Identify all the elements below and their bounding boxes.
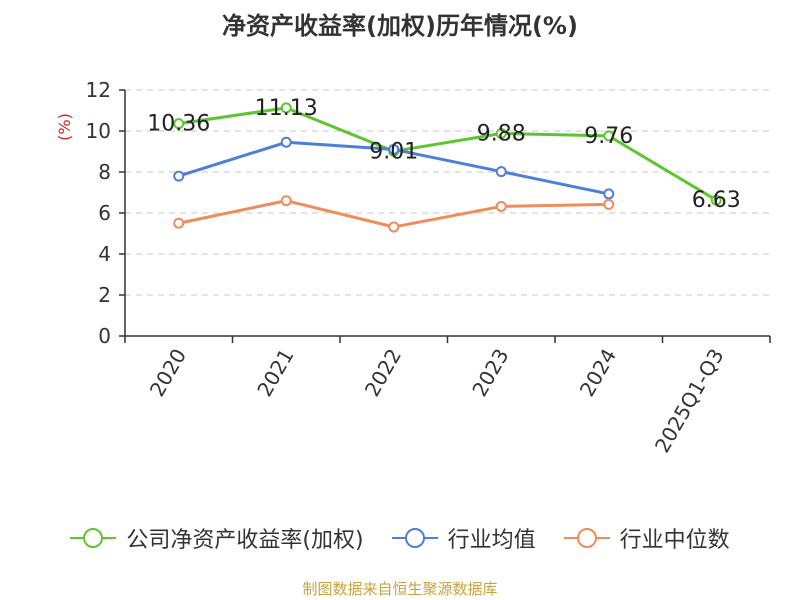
- series-line-company-roe: [178, 106, 718, 202]
- point-company-roe-2024: [603, 130, 615, 142]
- x-tick-label-3: 2023: [467, 345, 513, 401]
- point-company-roe-2020: [173, 118, 185, 130]
- x-tick-label-2: 2022: [360, 345, 406, 401]
- chart-title: 净资产收益率(加权)历年情况(%): [222, 12, 578, 40]
- point-industry-mean-2020: [173, 170, 185, 182]
- y-tick-label-6: 12: [86, 78, 111, 102]
- point-company-roe-2025Q1-Q3: [710, 194, 722, 206]
- legend-label-company-roe: 公司净资产收益率(加权): [126, 528, 364, 553]
- y-tick-label-3: 6: [98, 201, 111, 225]
- legend-swatch-company-roe: [70, 527, 117, 549]
- legend: 公司净资产收益率(加权) 行业均值 行业中位数: [0, 518, 800, 558]
- x-tick-label-4: 2024: [575, 345, 621, 401]
- x-tick-label-5: 2025Q1-Q3: [650, 345, 729, 457]
- point-industry-mean-2022: [388, 143, 400, 155]
- legend-swatch-industry-mean: [391, 527, 438, 549]
- legend-label-industry-median: 行业中位数: [619, 528, 730, 553]
- legend-item-company-roe[interactable]: 公司净资产收益率(加权): [70, 522, 364, 554]
- point-industry-median-2020: [173, 217, 185, 229]
- y-tick-label-0: 0: [98, 324, 111, 348]
- y-tick-label-4: 8: [98, 160, 111, 184]
- y-tick-label-5: 10: [86, 119, 111, 143]
- point-industry-mean-2023: [495, 166, 507, 178]
- data-label-2022: 9.01: [369, 139, 418, 164]
- point-industry-median-2023: [495, 200, 507, 212]
- data-label-2024: 9.76: [584, 124, 633, 149]
- y-tick-label-1: 2: [98, 283, 111, 307]
- data-label-2020: 10.36: [147, 112, 210, 137]
- legend-swatch-industry-median: [563, 527, 610, 549]
- point-industry-median-2021: [280, 195, 292, 207]
- point-industry-mean-2024: [603, 188, 615, 200]
- point-company-roe-2023: [495, 127, 507, 139]
- data-label-2025Q1-Q3: 6.63: [692, 188, 741, 213]
- source-note: 制图数据来自恒生聚源数据库: [302, 580, 498, 598]
- data-label-2023: 9.88: [477, 121, 526, 146]
- point-company-roe-2021: [280, 102, 292, 114]
- data-label-2021: 11.13: [255, 96, 318, 121]
- legend-item-industry-mean[interactable]: 行业均值: [391, 522, 536, 554]
- x-tick-label-1: 2021: [252, 345, 298, 401]
- y-axis-label: (%): [55, 113, 74, 141]
- legend-label-industry-mean: 行业均值: [447, 528, 536, 553]
- y-tick-label-2: 4: [98, 242, 111, 266]
- point-industry-mean-2021: [280, 136, 292, 148]
- x-tick-label-0: 2020: [145, 345, 191, 401]
- point-industry-median-2022: [388, 221, 400, 233]
- legend-item-industry-median[interactable]: 行业中位数: [563, 522, 730, 554]
- point-industry-median-2024: [603, 198, 615, 210]
